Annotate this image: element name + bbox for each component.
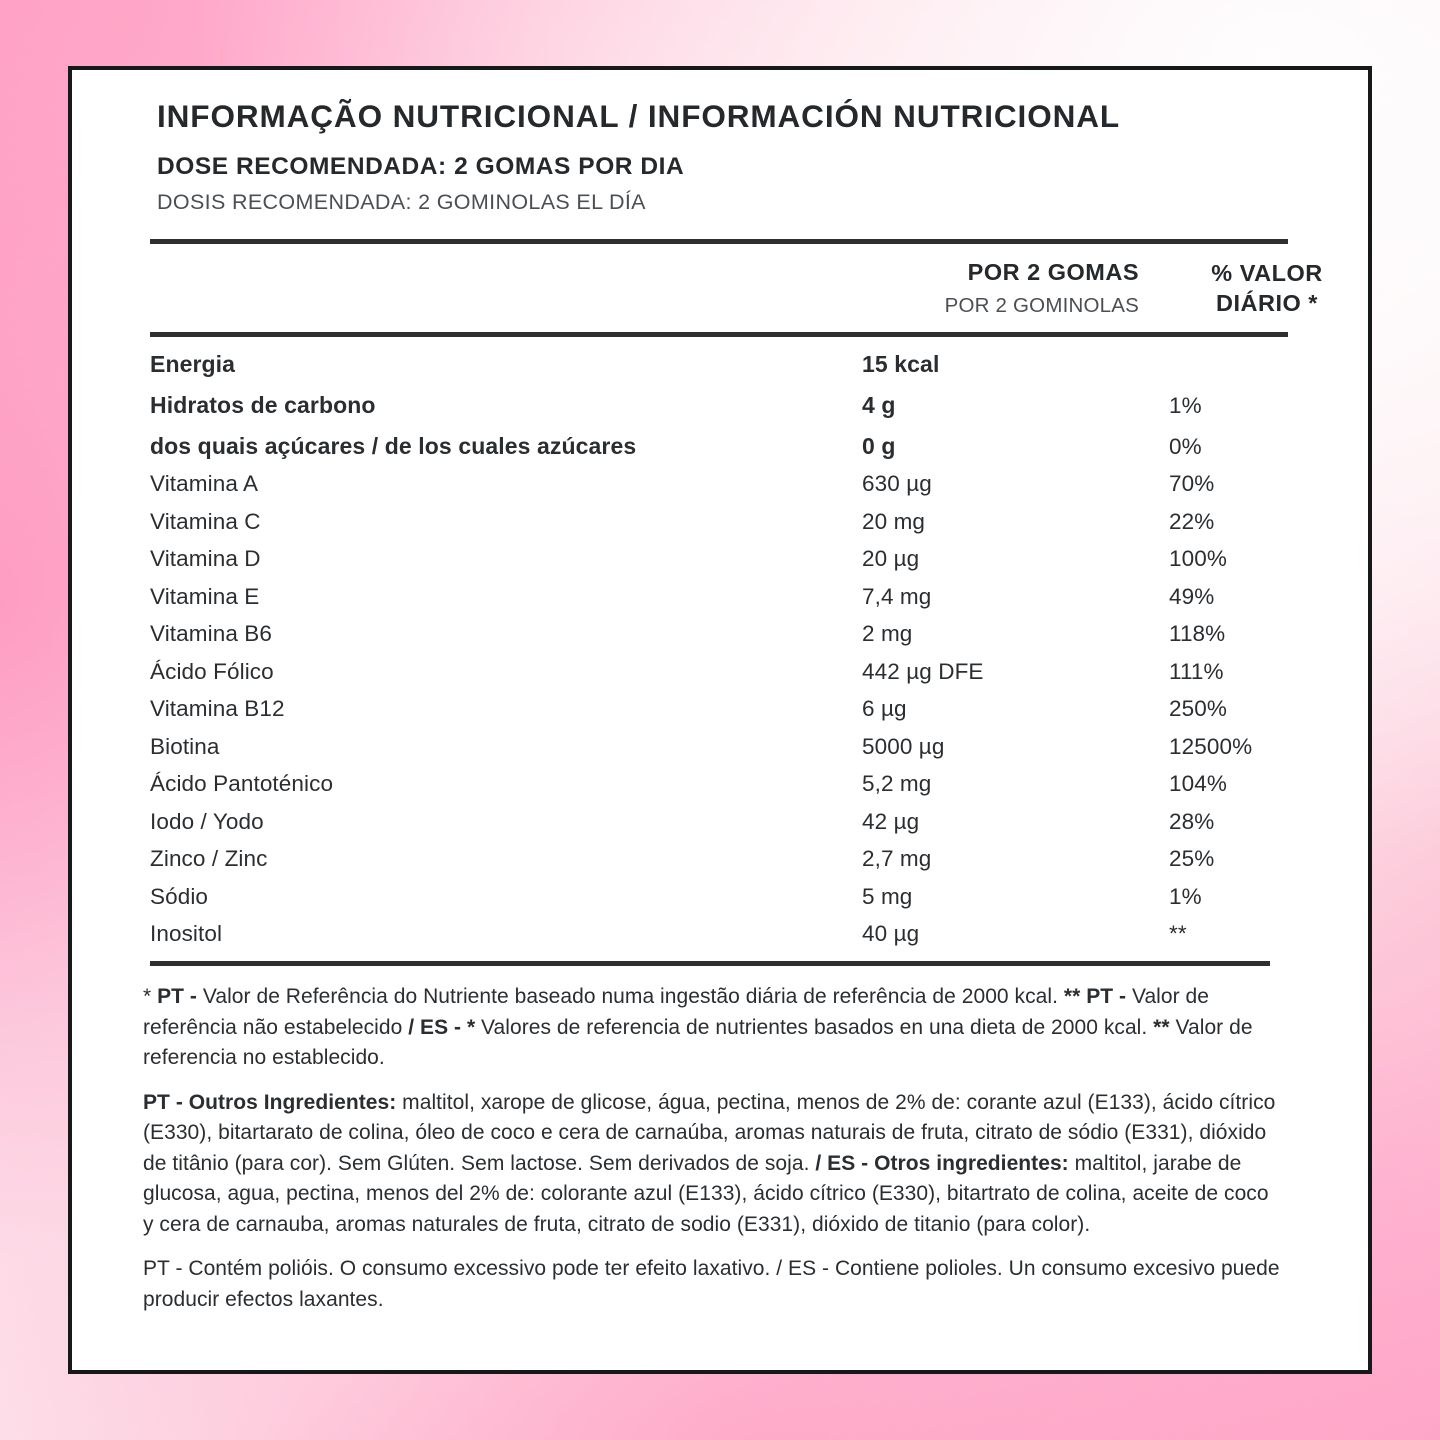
- nutrient-daily-value: [1157, 337, 1377, 378]
- table-rule-bottom: [150, 961, 1270, 967]
- table-row: Energia 15 kcal: [137, 337, 1377, 378]
- table-row: Iodo / Yodo 42 µg 28%: [137, 797, 1377, 835]
- reference-note: * PT - Valor de Referência do Nutriente …: [143, 985, 1253, 1070]
- nutrient-amount: 15 kcal: [862, 350, 940, 377]
- polyols-note: PT - Contém polióis. O consumo excessivo…: [143, 1257, 1280, 1311]
- nutrient-amount: 4 g: [862, 391, 896, 418]
- nutrient-name: Sódio: [150, 883, 209, 909]
- nutrient-name: Inositol: [150, 921, 223, 947]
- table-row: Hidratos de carbono 4 g 1%: [137, 378, 1377, 419]
- nutrient-daily-value: 22%: [1169, 508, 1215, 534]
- nutrient-daily-value: **: [1169, 921, 1187, 947]
- nutrient-amount: 5000 µg: [862, 733, 945, 759]
- nutrient-amount: 442 µg DFE: [862, 658, 984, 684]
- nutrient-daily-value: 12500%: [1169, 733, 1253, 759]
- ingredients-note: PT - Outros Ingredientes: maltitol, xaro…: [143, 1090, 1276, 1236]
- nutrient-name: Zinco / Zinc: [150, 846, 268, 872]
- nutrient-amount: 0 g: [862, 432, 896, 459]
- nutrient-name: Vitamina A: [150, 471, 259, 497]
- table-row: Ácido Pantoténico 5,2 mg 104%: [137, 760, 1377, 798]
- nutrient-name: Energia: [150, 350, 236, 377]
- table-rule-top: [150, 238, 1288, 244]
- header-daily-value: % VALOR DIÁRIO *: [1157, 244, 1377, 332]
- nutrient-daily-value: 118%: [1169, 621, 1226, 647]
- footnotes: * PT - Valor de Referência do Nutriente …: [137, 982, 1288, 1315]
- nutrient-daily-value: 28%: [1169, 808, 1215, 834]
- nutrient-daily-value: 100%: [1169, 546, 1227, 572]
- header-spacer: [137, 244, 857, 332]
- recommended-dose-es: DOSIS RECOMENDADA: 2 GOMINOLAS EL DÍA: [157, 189, 646, 214]
- nutrient-amount: 40 µg: [862, 921, 920, 947]
- recommended-dose-pt: DOSE RECOMENDADA: 2 GOMAS POR DIA: [157, 152, 685, 180]
- table-row: Ácido Fólico 442 µg DFE 111%: [137, 647, 1377, 685]
- nutrient-name: Vitamina E: [150, 583, 260, 609]
- nutrient-name: Vitamina B12: [150, 696, 285, 722]
- header-daily-value-line1: % VALOR: [1211, 259, 1323, 286]
- nutrient-daily-value: 1%: [1169, 883, 1202, 909]
- nutrient-name: Iodo / Yodo: [150, 808, 264, 834]
- nutrient-amount: 20 mg: [862, 508, 926, 534]
- nutrient-amount: 630 µg: [862, 471, 932, 497]
- nutrient-daily-value: 0%: [1169, 433, 1202, 459]
- table-row: Vitamina C 20 mg 22%: [137, 497, 1377, 535]
- table-row: dos quais açúcares / de los cuales azúca…: [137, 419, 1377, 460]
- nutrient-amount: 2,7 mg: [862, 846, 932, 872]
- table-row: Vitamina A 630 µg 70%: [137, 460, 1377, 498]
- table-rule-middle: [150, 331, 1288, 337]
- nutrient-daily-value: 104%: [1169, 771, 1227, 797]
- nutrient-amount: 5,2 mg: [862, 771, 932, 797]
- nutrient-amount: 6 µg: [862, 696, 907, 722]
- nutrition-rows: Energia 15 kcal Hidratos de carbono 4 g 1% do…: [137, 337, 1377, 948]
- nutrition-rows-table: Energia 15 kcal Hidratos de carbono 4 g 1% do…: [137, 337, 1377, 948]
- nutrient-amount: 2 mg: [862, 621, 913, 647]
- header-amount-es: POR 2 GOMINOLAS: [944, 294, 1139, 318]
- nutrient-amount: 20 µg: [862, 546, 920, 572]
- nutrient-name: Hidratos de carbono: [150, 391, 376, 418]
- nutrient-name: Vitamina D: [150, 546, 261, 572]
- table-row: Inositol 40 µg **: [137, 910, 1377, 948]
- table-header: POR 2 GOMAS POR 2 GOMINOLAS % VALOR DIÁR…: [137, 244, 1377, 332]
- nutrient-amount: 5 mg: [862, 883, 913, 909]
- table-row: Vitamina D 20 µg 100%: [137, 535, 1377, 573]
- table-row: Vitamina E 7,4 mg 49%: [137, 572, 1377, 610]
- table-row: Vitamina B12 6 µg 250%: [137, 685, 1377, 723]
- header-amount-pt: POR 2 GOMAS: [967, 258, 1139, 285]
- table-row: Biotina 5000 µg 12500%: [137, 722, 1377, 760]
- nutrition-facts-card: INFORMAÇÃO NUTRICIONAL / INFORMACIÓN NUT…: [68, 66, 1372, 1374]
- page-title: INFORMAÇÃO NUTRICIONAL / INFORMACIÓN NUT…: [157, 98, 1121, 134]
- nutrition-table: POR 2 GOMAS POR 2 GOMINOLAS % VALOR DIÁR…: [137, 244, 1377, 332]
- nutrient-daily-value: 1%: [1169, 392, 1202, 418]
- nutrient-name: Vitamina C: [150, 508, 261, 534]
- nutrient-daily-value: 250%: [1169, 696, 1227, 722]
- nutrient-name: Ácido Fólico: [150, 658, 274, 684]
- nutrient-name: Biotina: [150, 733, 220, 759]
- nutrient-daily-value: 49%: [1169, 583, 1215, 609]
- nutrient-name: dos quais açúcares / de los cuales azúca…: [150, 432, 637, 459]
- header-daily-value-line2: DIÁRIO *: [1216, 290, 1318, 317]
- table-row: Zinco / Zinc 2,7 mg 25%: [137, 835, 1377, 873]
- table-row: Sódio 5 mg 1%: [137, 872, 1377, 910]
- table-row: Vitamina B6 2 mg 118%: [137, 610, 1377, 648]
- nutrient-daily-value: 25%: [1169, 846, 1215, 872]
- nutrient-amount: 7,4 mg: [862, 583, 932, 609]
- nutrient-name: Vitamina B6: [150, 621, 273, 647]
- nutrient-daily-value: 111%: [1169, 658, 1224, 684]
- nutrient-amount: 42 µg: [862, 808, 920, 834]
- table-header-row: POR 2 GOMAS POR 2 GOMINOLAS % VALOR DIÁR…: [137, 244, 1377, 332]
- nutrient-name: Ácido Pantoténico: [150, 771, 334, 797]
- header-amount: POR 2 GOMAS POR 2 GOMINOLAS: [857, 244, 1157, 332]
- nutrient-daily-value: 70%: [1169, 471, 1215, 497]
